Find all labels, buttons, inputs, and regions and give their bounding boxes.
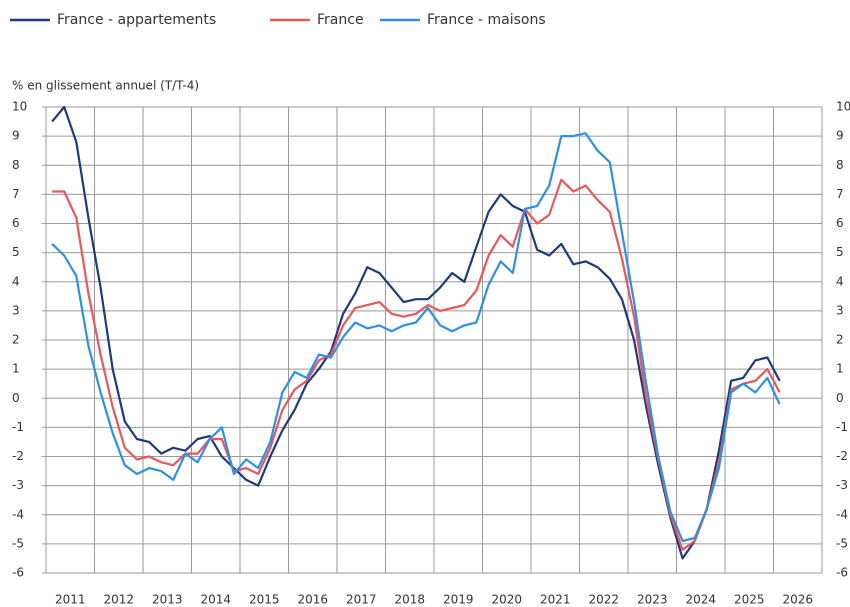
y-tick-label: 6 [12,216,20,230]
y2-tick-label: -3 [836,478,848,492]
x-tick-label: 2015 [249,593,280,607]
x-tick-label: 2019 [443,593,474,607]
y2-tick-label: -5 [836,536,848,550]
x-tick-label: 2016 [297,593,328,607]
y-tick-label: -5 [12,536,24,550]
y2-tick-label: -1 [836,420,848,434]
y-tick-label: -4 [12,507,24,521]
y2-tick-label: 8 [836,158,844,172]
y2-tick-label: 10 [836,100,850,114]
y-tick-label: -1 [12,420,24,434]
y2-tick-label: 9 [836,129,844,143]
x-tick-label: 2014 [200,593,231,607]
y2-tick-label: 5 [836,245,844,259]
y-tick-label: 3 [12,303,20,317]
y-tick-label: -6 [12,566,24,580]
x-tick-label: 2021 [540,593,571,607]
legend-label: France [317,12,364,28]
y2-tick-label: 0 [836,391,844,405]
legend-label: France - maisons [427,12,546,28]
x-tick-label: 2025 [734,593,765,607]
x-tick-label: 2020 [491,593,522,607]
y2-tick-label: 6 [836,216,844,230]
y-tick-label: 4 [12,274,20,288]
y2-tick-label: 2 [836,333,844,347]
y-tick-label: 9 [12,129,20,143]
x-tick-label: 2018 [394,593,425,607]
x-tick-label: 2012 [103,593,134,607]
y-tick-label: 8 [12,158,20,172]
y2-tick-label: 3 [836,303,844,317]
series-line [52,178,781,551]
y2-tick-label: 4 [836,274,844,288]
y2-tick-label: -2 [836,449,848,463]
y-tick-label: 10 [12,100,27,114]
x-tick-label: 2022 [588,593,619,607]
x-tick-label: 2011 [55,593,86,607]
x-tick-label: 2013 [152,593,183,607]
y2-tick-label: 1 [836,362,844,376]
legend-label: France - appartements [57,12,216,28]
x-tick-label: 2024 [685,593,716,607]
y-tick-label: -2 [12,449,24,463]
y2-tick-label: -4 [836,507,848,521]
y2-tick-label: -6 [836,566,848,580]
series-line [51,132,781,543]
y-tick-label: 2 [12,333,20,347]
y-tick-label: 7 [12,187,20,201]
y-tick-label: 0 [12,391,20,405]
series-line [51,105,781,560]
y-tick-label: 1 [12,362,20,376]
y-tick-label: -3 [12,478,24,492]
legend: France - appartements France France - mais… [10,12,546,28]
y-tick-label: 5 [12,245,20,259]
x-tick-label: 2017 [346,593,377,607]
y2-tick-label: 7 [836,187,844,201]
x-tick-label: 2026 [782,593,813,607]
x-tick-label: 2023 [637,593,668,607]
y-axis-label: % en glissement annuel (T/T-4) [12,79,199,93]
